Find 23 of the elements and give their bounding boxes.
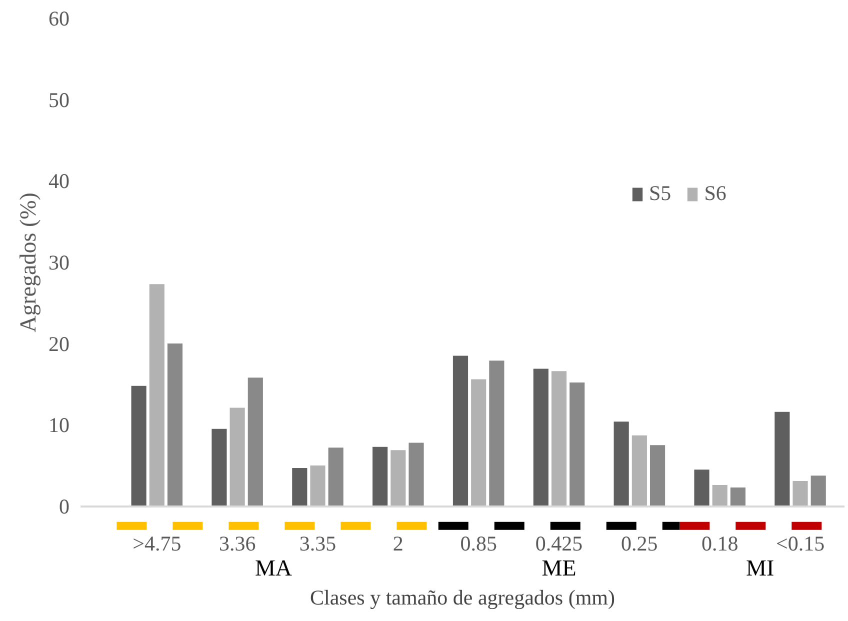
x-tick-label: <0.15 — [776, 531, 825, 556]
text: MA — [254, 556, 292, 581]
text: ME — [542, 556, 576, 581]
x-tick-label: 0.18 — [701, 531, 738, 556]
x-axis-title: Clases y tamaño de agregados (mm) — [310, 586, 616, 610]
x-tick-label: 2 — [392, 531, 404, 556]
legend-label: S6 — [704, 181, 726, 206]
y-axis-title: Agregados (%) — [16, 192, 40, 332]
x-tick-label: 0.425 — [535, 531, 583, 556]
x-tick-label: 3.35 — [299, 531, 336, 556]
y-tick-label: 50 — [48, 88, 70, 112]
x-tick-label: 0.85 — [460, 531, 497, 556]
y-tick-label: 30 — [48, 250, 70, 274]
y-tick-label: 20 — [48, 332, 70, 356]
y-tick-label: 40 — [48, 169, 70, 194]
legend-label: S5 — [649, 181, 672, 206]
x-tick-label: 3.36 — [218, 531, 256, 556]
y-tick-label: 60 — [48, 6, 70, 30]
y-tick-label: 10 — [48, 413, 70, 438]
text: MI — [746, 556, 774, 581]
x-tick-label: >4.75 — [132, 531, 182, 556]
x-tick-label: 0.25 — [621, 531, 658, 556]
y-tick-label: 0 — [59, 494, 70, 518]
